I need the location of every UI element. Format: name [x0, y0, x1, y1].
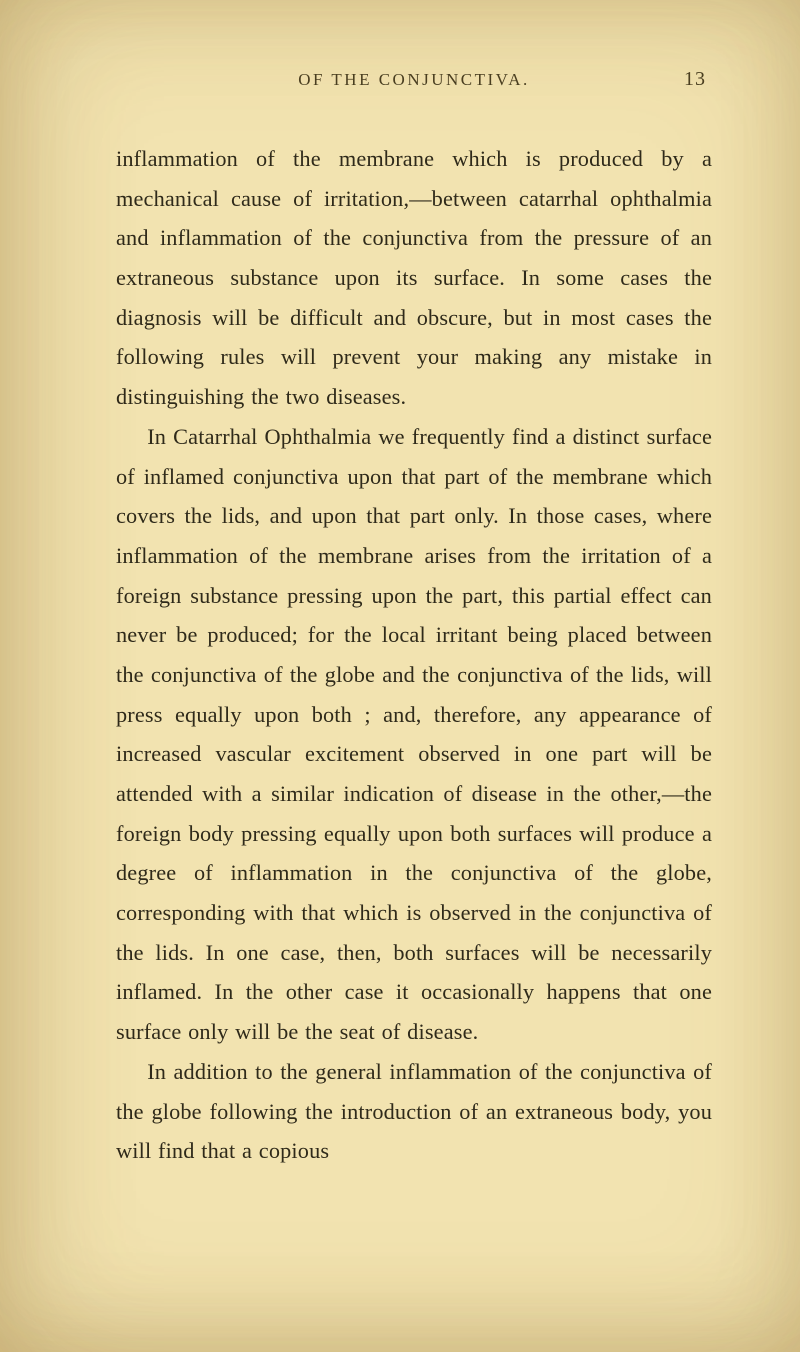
paragraph-3: In addition to the general inflammation …: [116, 1052, 712, 1171]
page-header: OF THE CONJUNCTIVA. 13: [116, 68, 712, 91]
running-head: OF THE CONJUNCTIVA.: [162, 70, 666, 90]
body-text: inflammation of the membrane which is pr…: [116, 139, 712, 1171]
page: OF THE CONJUNCTIVA. 13 inflammation of t…: [0, 0, 800, 1352]
page-number: 13: [666, 68, 706, 91]
paragraph-2: In Catarrhal Ophthalmia we frequently fi…: [116, 417, 712, 1052]
paragraph-1: inflammation of the membrane which is pr…: [116, 139, 712, 417]
